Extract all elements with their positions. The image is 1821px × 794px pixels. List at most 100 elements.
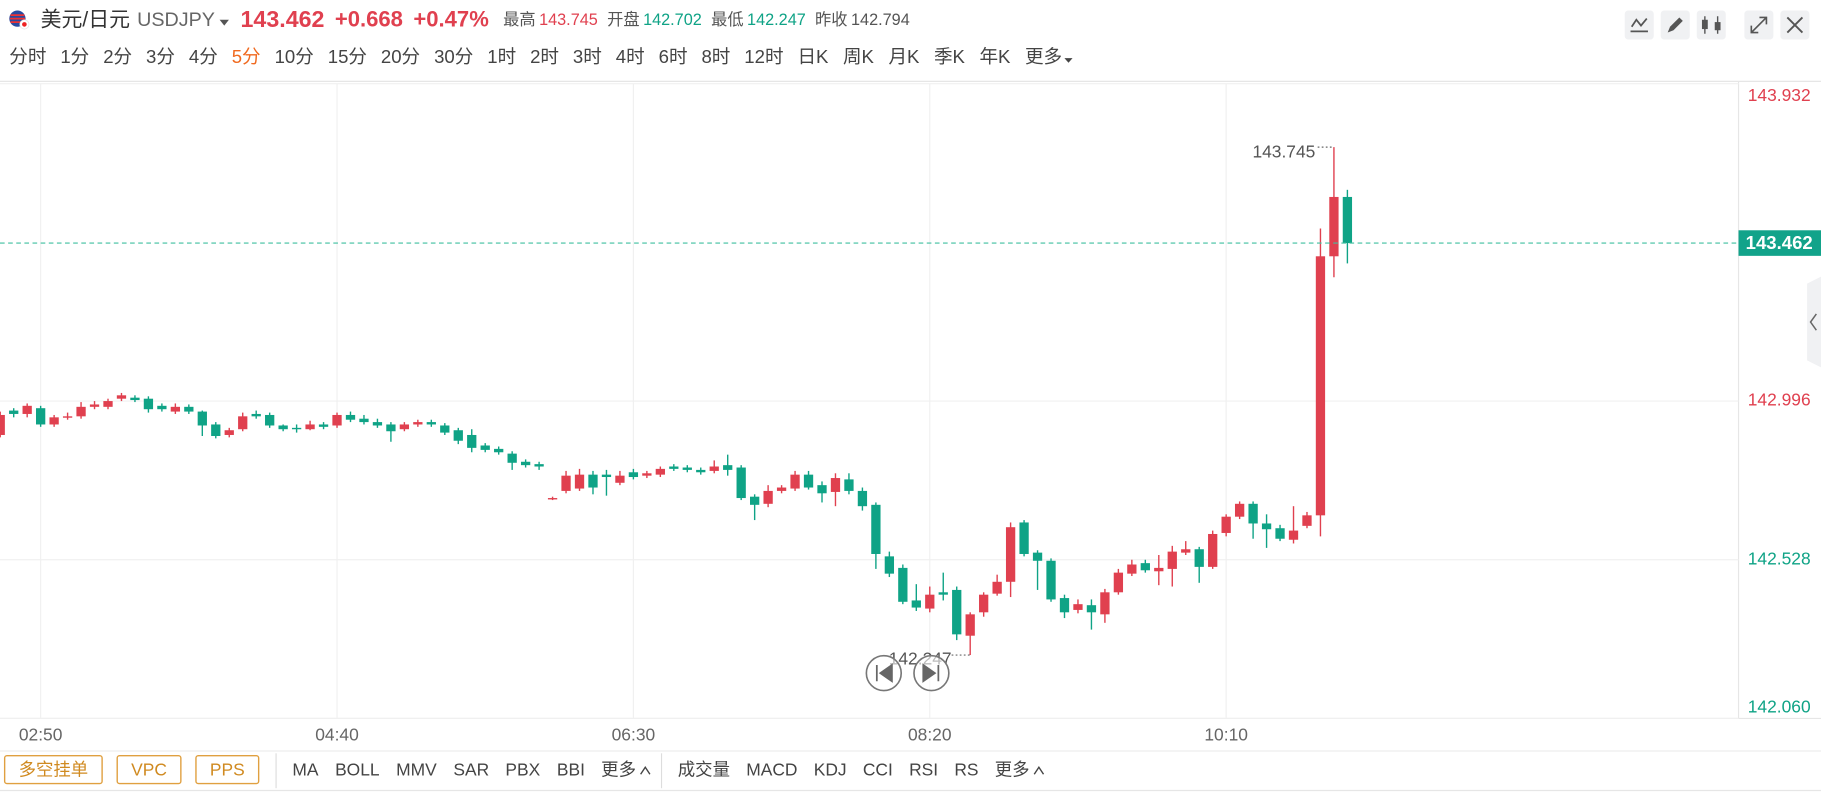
timeframe-tab[interactable]: 4分 — [189, 46, 218, 67]
indicator-tab[interactable]: KDJ — [814, 759, 847, 779]
indicator-tab[interactable]: BBI — [557, 759, 585, 779]
quote-text: +0.668 — [335, 7, 403, 32]
quote-text: 开盘 — [607, 10, 639, 29]
timeframe-tab[interactable]: 分时 — [9, 46, 46, 67]
indicator-tab[interactable]: MA — [292, 759, 318, 779]
candle-body — [494, 448, 504, 453]
indicator-tab[interactable]: RS — [954, 759, 978, 779]
candle-body — [1329, 196, 1339, 257]
candle-body — [170, 406, 181, 412]
timeframe-tab[interactable]: 12时 — [744, 46, 783, 67]
candle-body — [130, 397, 140, 401]
timeframe-tab[interactable]: 1分 — [60, 46, 89, 67]
collapse-arrow — [1809, 313, 1817, 331]
timeframe-tab[interactable]: 月K — [888, 46, 920, 67]
collapse-tab[interactable] — [1807, 276, 1821, 368]
timeframe-tab[interactable]: 6时 — [659, 46, 688, 67]
timeframe-tab[interactable]: 2时 — [530, 46, 559, 67]
timeframe-tab[interactable]: 更多 — [1025, 46, 1062, 67]
candle-body — [143, 398, 154, 410]
indicator-tab[interactable]: BOLL — [335, 759, 380, 779]
candle-body — [615, 475, 625, 483]
indicator-tab[interactable]: 更多 — [601, 759, 636, 779]
indicator-tab[interactable]: CCI — [863, 759, 893, 779]
timeframe-tab[interactable]: 30分 — [434, 46, 473, 67]
candle-body — [1302, 515, 1312, 526]
candle-body — [952, 589, 962, 635]
icon-button[interactable] — [1624, 10, 1654, 40]
candle-body — [157, 405, 167, 410]
indicator-tab[interactable]: 成交量 — [678, 759, 730, 779]
overlay-button[interactable] — [195, 754, 260, 785]
candle-body — [1167, 551, 1177, 569]
candle-body — [830, 478, 841, 492]
overlay-button[interactable] — [116, 754, 182, 785]
timeframe-tab[interactable]: 1时 — [487, 46, 516, 67]
overlay-button-label[interactable]: VPC — [131, 759, 167, 779]
icon-button[interactable] — [1696, 10, 1726, 40]
candle-body — [1005, 527, 1016, 582]
candle-body — [736, 467, 746, 499]
candle-body — [601, 474, 612, 478]
candle-body — [211, 424, 221, 436]
candle-body — [426, 422, 436, 425]
overlay-button-label[interactable]: 多空挂单 — [19, 759, 89, 779]
candle-body — [534, 464, 544, 467]
timeframe-tab[interactable]: 8时 — [701, 46, 730, 67]
symbol-caret[interactable] — [219, 19, 229, 26]
toolbar-icons — [1624, 10, 1810, 40]
indicator-tab[interactable]: MACD — [746, 759, 797, 779]
candle-body — [1208, 533, 1218, 567]
indicator-tab[interactable]: 更多 — [995, 759, 1030, 779]
icon-glyph — [1750, 16, 1768, 34]
timeframe-tab[interactable]: 3时 — [573, 46, 602, 67]
candle-body — [62, 416, 73, 418]
high-label: 143.745 — [1252, 142, 1315, 162]
candle-body — [992, 581, 1002, 594]
quote-text: 142.247 — [747, 11, 806, 29]
indicator-tab[interactable]: MMV — [396, 759, 437, 779]
timeframe-tab[interactable]: 5分 — [232, 46, 261, 67]
ui-layer: 美元/日元 USDJPY 143.462 +0.668 +0.47% 最高 143.745 开… — [0, 6, 1821, 789]
indicator-tab[interactable]: SAR — [453, 759, 489, 779]
indicator-tab[interactable]: PBX — [505, 759, 540, 779]
timeframe-tab[interactable]: 15分 — [328, 46, 367, 67]
candle-body — [197, 411, 207, 426]
grid — [0, 83, 1739, 720]
timeframe-tab[interactable]: 年K — [979, 46, 1011, 67]
quote-text: 昨收 — [815, 11, 847, 29]
timeframe-tab[interactable]: 3分 — [146, 46, 175, 67]
nav-glyph — [922, 663, 940, 683]
candle-body — [453, 430, 463, 441]
more-caret — [1033, 766, 1045, 775]
candle-body — [278, 425, 288, 430]
candle-body — [1194, 549, 1204, 567]
candle-body — [332, 414, 342, 426]
icon-glyph — [1701, 19, 1708, 30]
candle-body — [103, 401, 113, 407]
candle-body — [750, 496, 760, 505]
overlay-button[interactable] — [3, 754, 103, 785]
timeframe-tab[interactable]: 日K — [797, 46, 829, 67]
timeframe-tab[interactable]: 周K — [843, 46, 875, 67]
timeframe-tab[interactable]: 4时 — [616, 46, 645, 67]
candle-body — [979, 594, 989, 613]
overlay-button-label[interactable]: PPS — [210, 759, 245, 779]
candle-body — [547, 498, 558, 500]
timeframe-tab[interactable]: 10分 — [275, 46, 314, 67]
candle-body — [413, 422, 423, 425]
candle-body — [440, 425, 450, 433]
timeframe-tab[interactable]: 季K — [934, 46, 966, 67]
timeframe-tab[interactable]: 20分 — [381, 46, 420, 67]
y-tick-label: 143.932 — [1748, 85, 1811, 105]
candle-body — [22, 405, 32, 414]
candle-body — [291, 427, 302, 430]
candle-body — [723, 465, 733, 470]
timeframe-tab[interactable]: 2分 — [103, 46, 132, 67]
candle-body — [520, 461, 531, 466]
candle-body — [0, 414, 5, 435]
indicator-tab[interactable]: RSI — [909, 759, 938, 779]
candle-body — [1086, 605, 1097, 613]
candle-body — [1059, 598, 1070, 613]
